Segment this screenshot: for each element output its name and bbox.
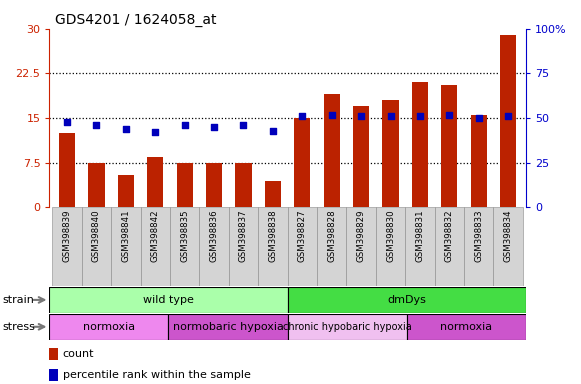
Bar	[177, 163, 193, 207]
Bar	[493, 207, 523, 286]
Point	[239, 122, 248, 128]
Point	[268, 127, 278, 134]
Bar	[382, 100, 399, 207]
Text: normoxia: normoxia	[83, 322, 135, 332]
Text: GSM398828: GSM398828	[327, 210, 336, 262]
Text: GSM398834: GSM398834	[504, 210, 512, 262]
Bar	[471, 115, 487, 207]
Point	[357, 113, 366, 119]
Text: GSM398833: GSM398833	[474, 210, 483, 262]
Bar	[288, 207, 317, 286]
Bar	[49, 314, 168, 340]
Text: GSM398827: GSM398827	[298, 210, 307, 262]
Point	[386, 113, 395, 119]
Bar	[500, 35, 517, 207]
Bar	[405, 207, 435, 286]
Point	[150, 129, 160, 136]
Bar	[265, 180, 281, 207]
Text: GSM398829: GSM398829	[357, 210, 365, 262]
Bar	[412, 82, 428, 207]
Text: GSM398839: GSM398839	[63, 210, 71, 262]
Bar	[288, 287, 526, 313]
Bar	[294, 118, 310, 207]
Point	[444, 111, 454, 118]
Bar	[141, 207, 170, 286]
Bar	[235, 163, 252, 207]
Bar	[376, 207, 405, 286]
Text: chronic hypobaric hypoxia: chronic hypobaric hypoxia	[283, 322, 411, 332]
Bar	[435, 207, 464, 286]
Point	[180, 122, 189, 128]
Point	[209, 124, 218, 130]
Bar	[258, 207, 288, 286]
Bar	[346, 207, 376, 286]
Bar	[49, 369, 58, 381]
Point	[92, 122, 101, 128]
Text: GSM398842: GSM398842	[150, 210, 160, 262]
Bar	[324, 94, 340, 207]
Bar	[206, 163, 222, 207]
Text: GSM398838: GSM398838	[268, 210, 277, 262]
Bar	[49, 287, 288, 313]
Bar	[229, 207, 258, 286]
Bar	[464, 207, 493, 286]
Text: wild type: wild type	[143, 295, 194, 305]
Text: GSM398835: GSM398835	[180, 210, 189, 262]
Bar	[168, 314, 288, 340]
Text: GSM398841: GSM398841	[121, 210, 130, 262]
Text: percentile rank within the sample: percentile rank within the sample	[63, 370, 250, 380]
Bar	[49, 348, 58, 359]
Text: normobaric hypoxia: normobaric hypoxia	[173, 322, 284, 332]
Point	[504, 113, 513, 119]
Text: normoxia: normoxia	[440, 322, 492, 332]
Point	[62, 119, 71, 125]
Text: count: count	[63, 349, 94, 359]
Point	[327, 111, 336, 118]
Bar	[88, 163, 105, 207]
Text: GDS4201 / 1624058_at: GDS4201 / 1624058_at	[55, 13, 217, 27]
Bar	[199, 207, 229, 286]
Text: GSM398830: GSM398830	[386, 210, 395, 262]
Bar	[170, 207, 199, 286]
Bar	[59, 133, 75, 207]
Point	[297, 113, 307, 119]
Bar	[407, 314, 526, 340]
Bar	[82, 207, 111, 286]
Text: dmDys: dmDys	[388, 295, 426, 305]
Bar	[147, 157, 163, 207]
Text: GSM398831: GSM398831	[415, 210, 425, 262]
Bar	[52, 207, 82, 286]
Point	[121, 126, 131, 132]
Text: stress: stress	[3, 322, 36, 332]
Bar	[441, 85, 457, 207]
Point	[415, 113, 425, 119]
Bar	[118, 175, 134, 207]
Text: GSM398836: GSM398836	[210, 210, 218, 262]
Bar	[317, 207, 346, 286]
Bar	[288, 314, 407, 340]
Text: GSM398840: GSM398840	[92, 210, 101, 262]
Text: GSM398837: GSM398837	[239, 210, 248, 262]
Point	[474, 115, 483, 121]
Bar	[353, 106, 369, 207]
Text: strain: strain	[3, 295, 35, 305]
Text: GSM398832: GSM398832	[445, 210, 454, 262]
Bar	[111, 207, 141, 286]
